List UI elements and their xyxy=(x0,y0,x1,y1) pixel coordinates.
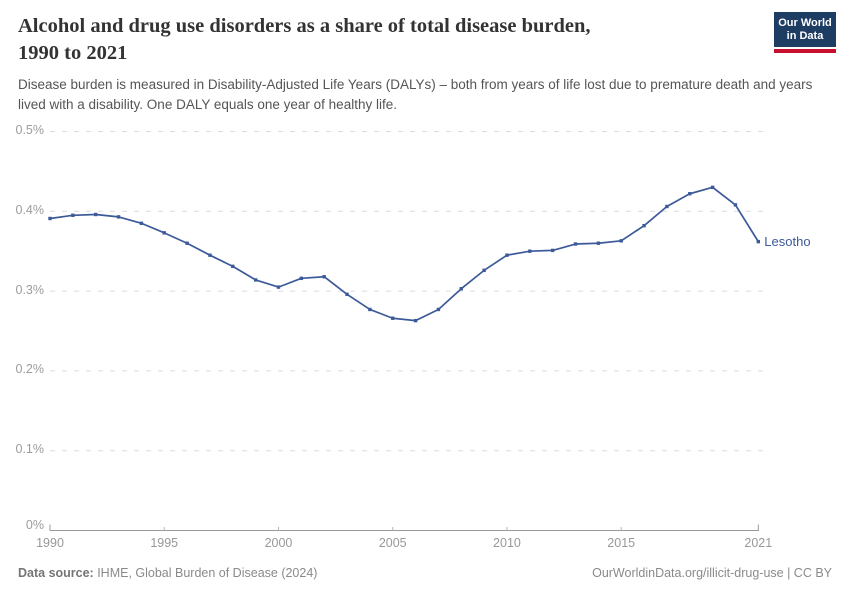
data-point[interactable] xyxy=(368,307,372,312)
chart-subtitle: Disease burden is measured in Disability… xyxy=(18,77,813,112)
data-point[interactable] xyxy=(710,185,715,190)
data-point[interactable] xyxy=(93,212,98,217)
series-end-label-lesotho[interactable]: Lesotho xyxy=(764,233,811,249)
owid-logo-box: Our World in Data xyxy=(774,12,836,47)
data-point[interactable] xyxy=(322,275,326,279)
chart-title-line2: 1990 to 2021 xyxy=(18,42,128,64)
owid-logo-stripe xyxy=(774,49,836,53)
data-point[interactable] xyxy=(231,264,235,269)
data-point[interactable] xyxy=(413,318,418,323)
data-point[interactable] xyxy=(756,239,760,244)
data-point[interactable] xyxy=(185,241,189,245)
owid-logo-line2: in Data xyxy=(786,30,824,42)
data-source-label: Data source: xyxy=(18,566,94,580)
data-point[interactable] xyxy=(162,231,166,235)
data-point[interactable] xyxy=(208,253,212,257)
data-point[interactable] xyxy=(573,242,578,246)
data-point[interactable] xyxy=(482,268,486,273)
data-point[interactable] xyxy=(299,276,304,281)
owid-logo[interactable]: Our World in Data xyxy=(774,12,836,53)
data-point[interactable] xyxy=(139,221,144,225)
data-point[interactable] xyxy=(276,285,281,289)
data-point[interactable] xyxy=(596,241,601,245)
footer-link[interactable]: OurWorldinData.org/illicit-drug-use | CC… xyxy=(592,566,832,580)
chart-title: Alcohol and drug use disorders as a shar… xyxy=(18,13,758,67)
data-point[interactable] xyxy=(688,192,692,196)
data-point[interactable] xyxy=(253,278,258,282)
data-point[interactable] xyxy=(116,215,121,219)
data-point[interactable] xyxy=(733,203,738,207)
data-point[interactable] xyxy=(436,307,441,312)
data-point[interactable] xyxy=(345,292,349,296)
series-line-lesotho[interactable] xyxy=(49,186,760,322)
data-source: Data source: IHME, Global Burden of Dise… xyxy=(18,566,317,580)
data-point[interactable] xyxy=(619,239,623,243)
data-point[interactable] xyxy=(391,316,395,320)
data-point[interactable] xyxy=(642,223,646,228)
owid-logo-line1: Our World xyxy=(778,17,832,29)
data-point[interactable] xyxy=(48,216,52,221)
data-point[interactable] xyxy=(665,204,669,209)
data-point[interactable] xyxy=(71,213,75,217)
chart-title-line1: Alcohol and drug use disorders as a shar… xyxy=(18,15,591,37)
data-source-text: IHME, Global Burden of Disease (2024) xyxy=(93,566,318,580)
data-point[interactable] xyxy=(505,253,509,257)
chart-footer: Data source: IHME, Global Burden of Dise… xyxy=(18,566,832,580)
data-point[interactable] xyxy=(528,249,532,253)
data-point[interactable] xyxy=(550,248,555,253)
data-point[interactable] xyxy=(459,287,463,291)
